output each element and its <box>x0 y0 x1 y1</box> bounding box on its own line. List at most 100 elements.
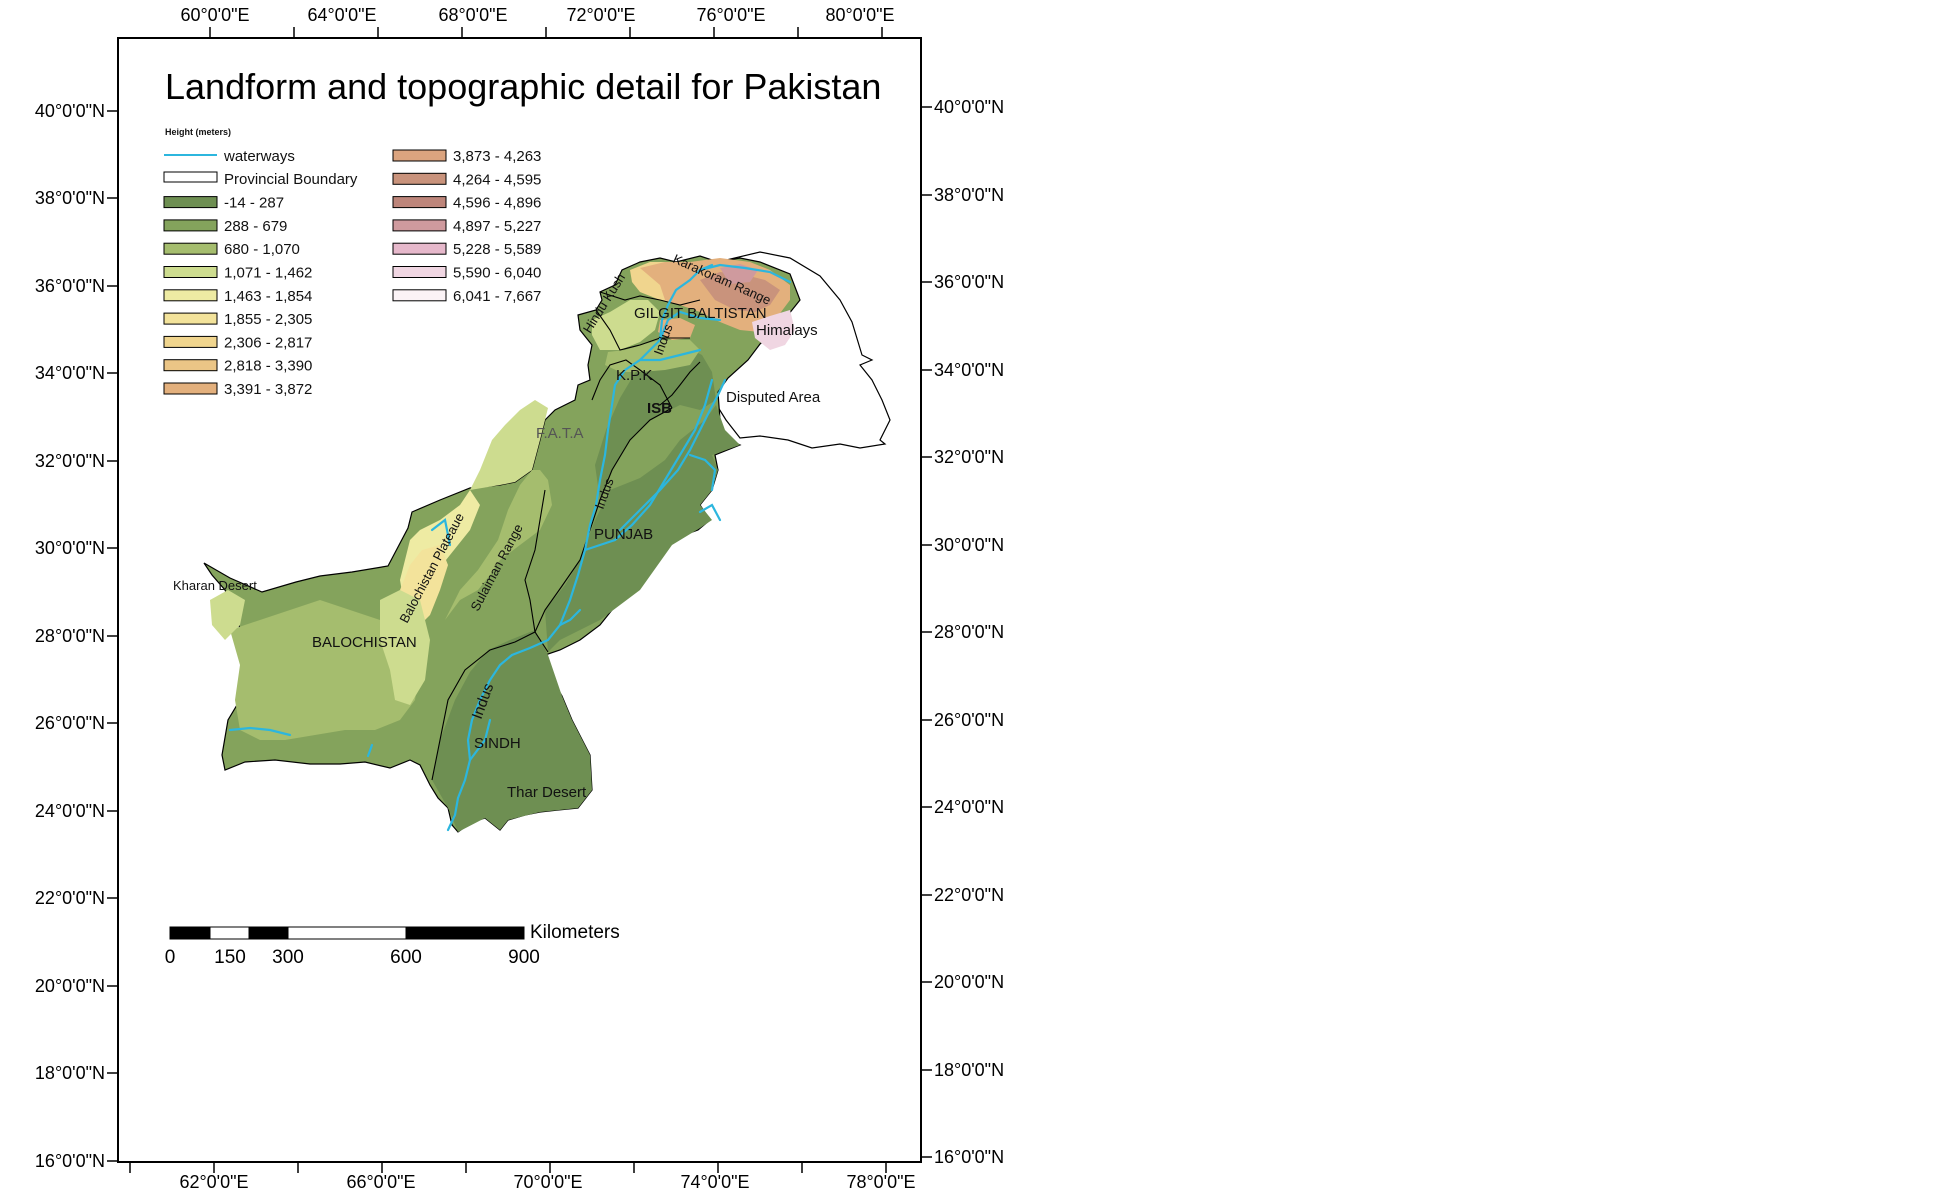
lat-label: 26°0'0"N <box>35 713 105 733</box>
legend-swatch <box>392 149 447 162</box>
legend-waterways-label: waterways <box>223 148 295 165</box>
legend-class-label: 2,306 - 2,817 <box>224 334 312 351</box>
legend-class-label: 6,041 - 7,667 <box>453 288 541 305</box>
legend-class-label: 1,071 - 1,462 <box>224 265 312 282</box>
legend-swatch <box>163 382 218 395</box>
lat-label: 22°0'0"N <box>934 885 1004 905</box>
lat-label: 30°0'0"N <box>934 535 1004 555</box>
legend-class-label: 5,590 - 6,040 <box>453 265 541 282</box>
label-sindh: SINDH <box>474 735 521 752</box>
legend-swatch <box>163 335 218 348</box>
lat-label: 20°0'0"N <box>934 972 1004 992</box>
legend-swatch <box>163 196 218 209</box>
lat-label: 20°0'0"N <box>35 976 105 996</box>
legend-class-label: 5,228 - 5,589 <box>453 241 541 258</box>
legend-class-label: 3,391 - 3,872 <box>224 381 312 398</box>
label-balochistan: BALOCHISTAN <box>312 634 417 651</box>
provincial-boundaries <box>431 291 701 781</box>
label-fata: F.A.T.A <box>536 425 584 442</box>
legend-swatch <box>392 289 447 302</box>
legend: Height (meters) waterways Provincial Bou… <box>163 127 541 398</box>
lon-label: 76°0'0"E <box>696 5 765 25</box>
legend-class-label: 1,463 - 1,854 <box>224 288 312 305</box>
lon-label: 66°0'0"E <box>346 1172 415 1190</box>
legend-heading: Height (meters) <box>165 127 231 137</box>
topography-shading <box>210 258 795 832</box>
lat-label: 26°0'0"N <box>934 710 1004 730</box>
label-himalays: Himalays <box>756 322 818 339</box>
lat-label: 38°0'0"N <box>35 188 105 208</box>
legend-swatch <box>392 196 447 209</box>
scale-bar-label: 0 <box>165 947 176 968</box>
legend-class-label: 3,873 - 4,263 <box>453 148 541 165</box>
legend-class-label: 288 - 679 <box>224 218 287 235</box>
label-thar-desert: Thar Desert <box>507 784 587 801</box>
legend-swatch <box>392 266 447 278</box>
legend-class-label: -14 - 287 <box>224 195 284 212</box>
label-kharan-desert: Kharan Desert <box>173 578 257 593</box>
label-punjab: PUNJAB <box>594 526 653 543</box>
lon-labels-top: 60°0'0"E 64°0'0"E 68°0'0"E 72°0'0"E 76°0… <box>180 5 894 25</box>
legend-swatch <box>163 312 218 325</box>
lat-label: 28°0'0"N <box>35 626 105 646</box>
lon-label: 60°0'0"E <box>180 5 249 25</box>
lat-label: 32°0'0"N <box>934 447 1004 467</box>
legend-class-label: 680 - 1,070 <box>224 241 300 258</box>
legend-class-label: 1,855 - 2,305 <box>224 311 312 328</box>
lon-label: 70°0'0"E <box>513 1172 582 1190</box>
label-kpk: K.P.K <box>616 367 652 384</box>
scale-bar-label: 600 <box>390 947 422 968</box>
lon-label: 78°0'0"E <box>846 1172 915 1190</box>
lat-label: 30°0'0"N <box>35 538 105 558</box>
graticule-ticks <box>107 27 932 1173</box>
scale-bar-unit: Kilometers <box>530 922 620 943</box>
lat-label: 38°0'0"N <box>934 185 1004 205</box>
legend-class-label: 4,897 - 5,227 <box>453 218 541 235</box>
lon-label: 62°0'0"E <box>179 1172 248 1190</box>
lat-label: 22°0'0"N <box>35 888 105 908</box>
lat-label: 24°0'0"N <box>934 797 1004 817</box>
scale-bar-label: 900 <box>508 947 540 968</box>
lat-label: 34°0'0"N <box>35 363 105 383</box>
legend-swatch <box>163 266 218 278</box>
legend-class-label: 4,596 - 4,896 <box>453 195 541 212</box>
label-gilgit-baltistan: GILGIT BALTISTAN <box>634 305 767 322</box>
lat-label: 32°0'0"N <box>35 451 105 471</box>
legend-boundary-swatch <box>163 171 218 183</box>
scale-bar-label: 300 <box>272 947 304 968</box>
legend-classes: -14 - 287 288 - 679 680 - 1,070 1,071 - 1,4… <box>163 148 541 398</box>
waterways <box>228 263 792 832</box>
legend-class-label: 2,818 - 3,390 <box>224 358 312 375</box>
lat-label: 28°0'0"N <box>934 622 1004 642</box>
legend-swatch <box>163 289 218 302</box>
legend-boundary-label: Provincial Boundary <box>224 171 358 188</box>
lon-label: 80°0'0"E <box>825 5 894 25</box>
legend-swatch <box>163 359 218 372</box>
lat-label: 36°0'0"N <box>934 272 1004 292</box>
label-isb: ISB <box>647 400 672 417</box>
lat-label: 18°0'0"N <box>35 1063 105 1083</box>
lat-labels-right: 40°0'0"N 38°0'0"N 36°0'0"N 34°0'0"N 32°0… <box>934 97 1004 1167</box>
legend-swatch <box>392 172 447 185</box>
lat-label: 24°0'0"N <box>35 801 105 821</box>
legend-swatch <box>392 219 447 232</box>
lat-label: 40°0'0"N <box>934 97 1004 117</box>
legend-swatch <box>163 219 218 232</box>
lon-label: 68°0'0"E <box>438 5 507 25</box>
lon-labels-bottom: 62°0'0"E 66°0'0"E 70°0'0"E 74°0'0"E 78°0… <box>179 1172 915 1190</box>
scale-bar-label: 150 <box>214 947 246 968</box>
lat-label: 16°0'0"N <box>934 1147 1004 1167</box>
legend-swatch <box>392 242 447 255</box>
lon-label: 72°0'0"E <box>566 5 635 25</box>
label-disputed-area: Disputed Area <box>726 389 821 406</box>
lat-label: 40°0'0"N <box>35 101 105 121</box>
lat-label: 36°0'0"N <box>35 276 105 296</box>
lon-label: 74°0'0"E <box>680 1172 749 1190</box>
lat-label: 34°0'0"N <box>934 360 1004 380</box>
scale-bar: Kilometers 0 150 300 600 900 <box>165 922 620 968</box>
lat-labels-left: 40°0'0"N 38°0'0"N 36°0'0"N 34°0'0"N 32°0… <box>35 101 105 1171</box>
lat-label: 18°0'0"N <box>934 1060 1004 1080</box>
map-title: Landform and topographic detail for Paki… <box>165 66 881 107</box>
legend-swatch <box>163 242 218 255</box>
